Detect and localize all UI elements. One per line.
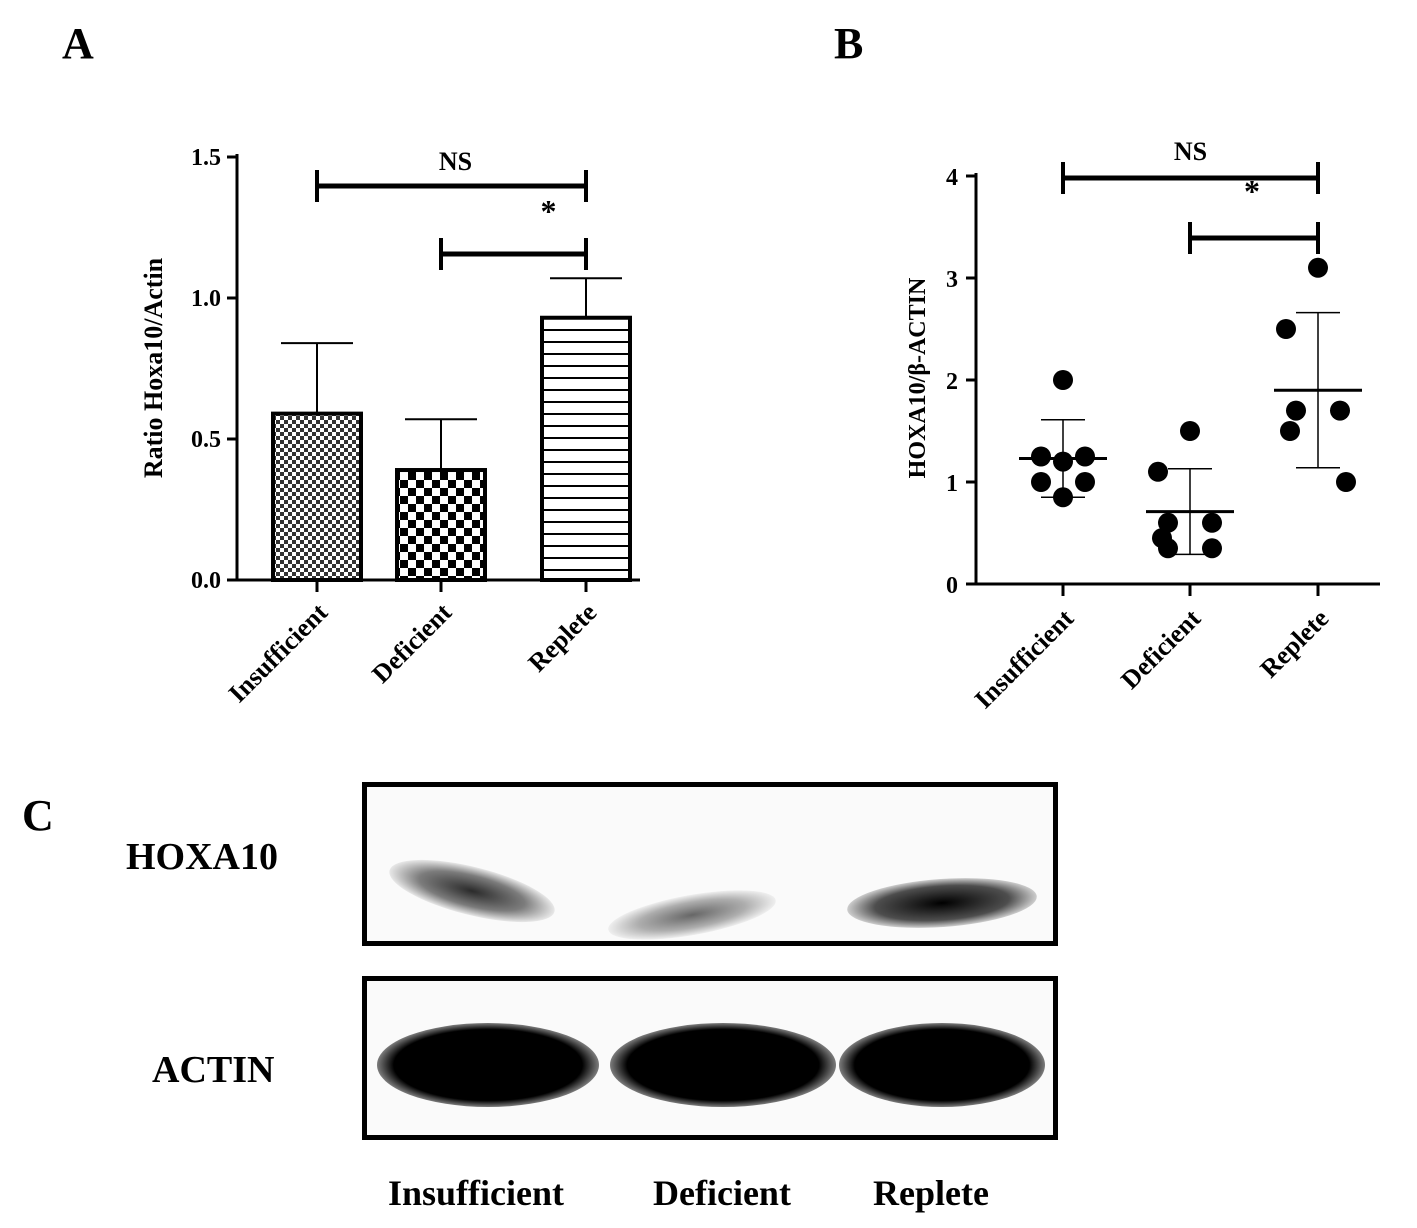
y-tick-label-a: 0.5 [191, 427, 221, 453]
x-tick-label-a: Deficient [366, 597, 457, 688]
data-point-insufficient [1075, 446, 1095, 467]
bar-replete [540, 315, 632, 582]
blot-row-label-actin: ACTIN [152, 1049, 275, 1091]
data-point-deficient [1158, 512, 1178, 533]
y-axis-label-a: Ratio Hoxa10/Actin [139, 257, 168, 478]
blot-actin [362, 976, 1058, 1140]
blot-lane-label-replete: Replete [873, 1173, 989, 1213]
data-point-insufficient [1053, 370, 1073, 390]
data-point-replete [1286, 400, 1306, 421]
significance-label-a: NS [439, 147, 472, 176]
band-hoxa10-deficient [604, 880, 780, 941]
x-tick-label-b: Insufficient [969, 603, 1080, 714]
data-point-replete [1336, 472, 1356, 492]
blot-row-label-hoxa10: HOXA10 [126, 836, 278, 878]
data-point-deficient [1202, 512, 1222, 533]
data-point-replete [1308, 257, 1328, 278]
y-tick-label-a: 1.5 [191, 145, 221, 171]
data-point-replete [1330, 400, 1350, 421]
x-tick-label-b: Deficient [1115, 603, 1206, 694]
significance-label-b: NS [1174, 137, 1207, 166]
x-tick-label-a: Insufficient [223, 597, 334, 708]
data-point-insufficient [1031, 446, 1051, 467]
data-point-deficient [1158, 538, 1178, 559]
y-tick-label-a: 1.0 [191, 286, 221, 312]
y-tick-label-a: 0.0 [191, 568, 221, 594]
data-point-insufficient [1031, 472, 1051, 492]
y-axis-label-b: HOXA10/β-ACTIN [905, 277, 931, 478]
bar-insufficient [271, 411, 363, 582]
panel-label-a: A [62, 19, 94, 68]
bar-deficient [395, 468, 487, 582]
data-point-deficient [1148, 461, 1168, 482]
y-tick-label-b: 0 [946, 573, 958, 599]
y-tick-label-b: 3 [946, 267, 958, 293]
significance-label-b: * [1244, 173, 1260, 209]
y-tick-label-b: 2 [946, 369, 958, 395]
panel-label-b: B [834, 19, 864, 68]
band-hoxa10-insufficient [383, 847, 561, 935]
blot-lane-label-deficient: Deficient [653, 1173, 791, 1213]
x-tick-label-a: Replete [523, 598, 603, 678]
band-actin-deficient [610, 1023, 836, 1107]
blot-hoxa10 [362, 782, 1058, 946]
significance-label-a: * [541, 193, 557, 229]
y-tick-label-b: 4 [946, 165, 958, 191]
x-tick-label-b: Replete [1255, 604, 1335, 684]
data-point-insufficient [1075, 472, 1095, 492]
band-actin-insufficient [377, 1023, 599, 1107]
panel-label-c: C [22, 791, 54, 840]
band-hoxa10-replete [845, 872, 1039, 934]
band-actin-replete [839, 1023, 1045, 1107]
data-point-replete [1280, 421, 1300, 441]
data-point-deficient [1180, 421, 1200, 441]
y-tick-label-b: 1 [946, 471, 958, 497]
data-point-replete [1276, 319, 1296, 339]
data-point-deficient [1202, 538, 1222, 559]
blot-lane-label-insufficient: Insufficient [388, 1173, 565, 1213]
